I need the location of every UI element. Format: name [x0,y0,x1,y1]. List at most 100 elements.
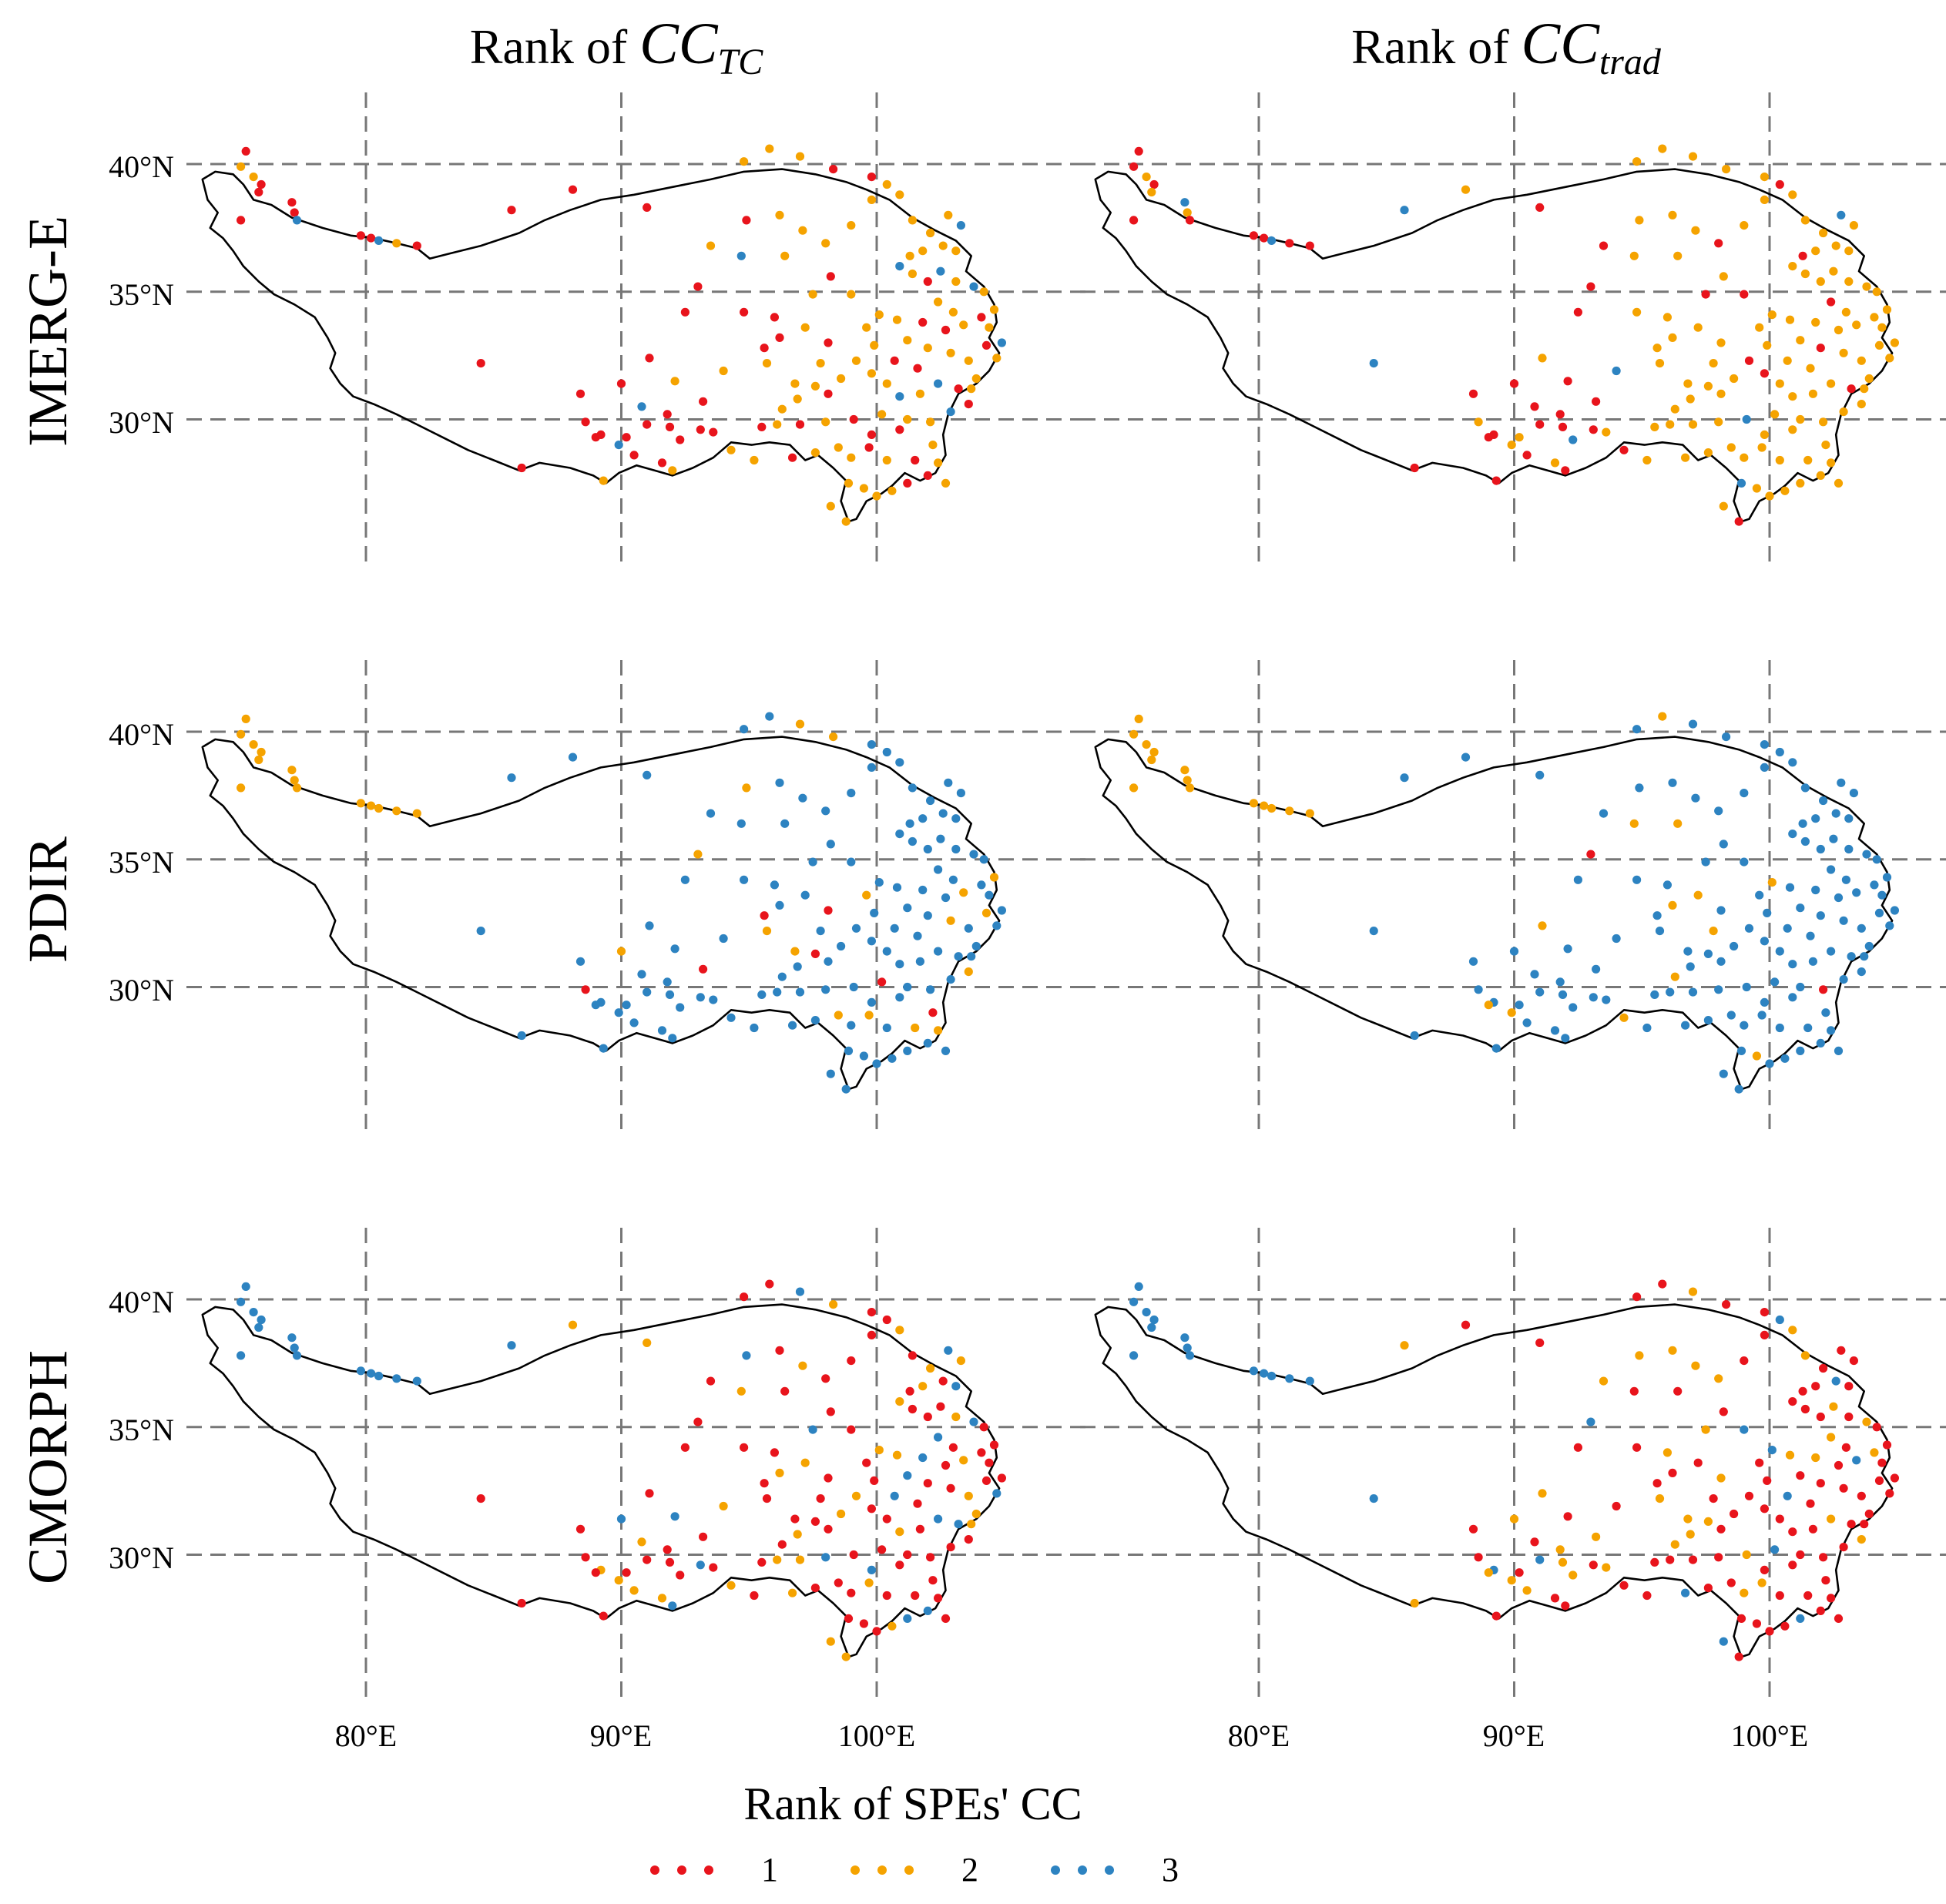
station-point [847,789,856,798]
station-point [622,1001,631,1010]
station-point [867,740,876,749]
station-point [1561,466,1570,475]
station-point [1788,960,1797,969]
station-point [1589,993,1598,1002]
station-point [874,310,884,320]
station-point [1788,1326,1797,1335]
station-point [1740,1356,1749,1366]
station-point [773,1555,782,1564]
station-point [1742,414,1751,424]
station-point [1837,210,1846,220]
station-point [1798,819,1807,828]
station-point [1860,1520,1869,1529]
station-point [1658,144,1667,153]
station-point [1691,793,1700,803]
station-point [816,1494,825,1503]
station-point [1592,964,1601,974]
station-point [985,890,994,900]
station-point [1760,195,1769,204]
station-point [969,1417,978,1426]
lat-tick-40n: 40°N [109,149,174,184]
station-point [367,801,376,810]
station-point [1816,1038,1825,1048]
station-point [810,1584,820,1593]
station-point [1844,246,1854,256]
station-point [1827,379,1836,388]
station-point [808,1425,817,1434]
station-point [1837,778,1846,787]
station-point [1635,1351,1644,1360]
station-point [1834,325,1844,335]
station-point [903,336,912,345]
station-point [1285,806,1294,816]
station-point [1788,392,1797,401]
station-point [367,1369,376,1378]
station-point [1555,410,1565,419]
station-point [824,1524,833,1534]
station-point [670,377,679,386]
lat-tick-35n: 35°N [109,277,174,312]
station-point [1129,729,1139,739]
map-panel [1080,92,1946,566]
lon-tick-90e: 90°E [590,1718,652,1753]
station-point [834,1011,843,1020]
station-point [657,1594,667,1603]
station-point [1834,1460,1844,1470]
station-point [847,1021,856,1030]
station-point [1788,993,1797,1002]
station-point [1668,333,1677,342]
legend: Rank of SPEs' CC 1 2 3 [650,1778,1179,1889]
station-point [1683,379,1693,388]
station-point [742,783,751,793]
station-point [913,364,922,373]
station-point [1681,1021,1690,1030]
map-panel [186,660,1094,1134]
row-label-imerg-e: IMERG-E [17,216,79,447]
station-point [1703,1016,1713,1025]
station-point [867,1565,876,1574]
station-point [977,880,986,890]
station-point [591,433,600,442]
station-point [844,1046,854,1055]
station-point [810,949,820,958]
station-point [864,1011,874,1020]
station-point [1882,305,1892,314]
station-point [706,1376,716,1386]
station-point [1129,216,1139,225]
station-point [1755,323,1764,332]
station-point [923,844,932,854]
station-point [837,1509,846,1519]
station-point [964,967,973,977]
station-point [476,359,485,368]
station-point [810,381,820,391]
station-point [1742,982,1751,992]
station-point [989,1440,999,1450]
station-point [777,1540,787,1549]
station-point [1569,435,1578,444]
station-point [257,747,266,757]
station-point [826,1407,835,1416]
station-point [1461,185,1471,194]
station-point [951,814,961,823]
station-point [926,985,935,994]
station-point [1550,1026,1560,1035]
station-point [1788,1560,1797,1570]
station-point [356,1366,365,1376]
station-point [1816,277,1825,287]
station-point [676,1570,685,1580]
station-point [946,348,955,357]
station-point [915,957,924,966]
station-point [1650,1557,1659,1567]
column-title-sub: trad [1599,42,1662,82]
station-point [1829,1402,1838,1411]
station-point [911,1591,920,1601]
station-point [964,1535,973,1544]
station-point [928,1576,938,1585]
station-point [1808,389,1817,398]
station-point [599,1044,608,1053]
station-point [1857,967,1866,977]
station-point [959,1456,968,1465]
station-point [985,323,994,332]
station-point [1819,985,1828,994]
station-point [954,1520,963,1529]
